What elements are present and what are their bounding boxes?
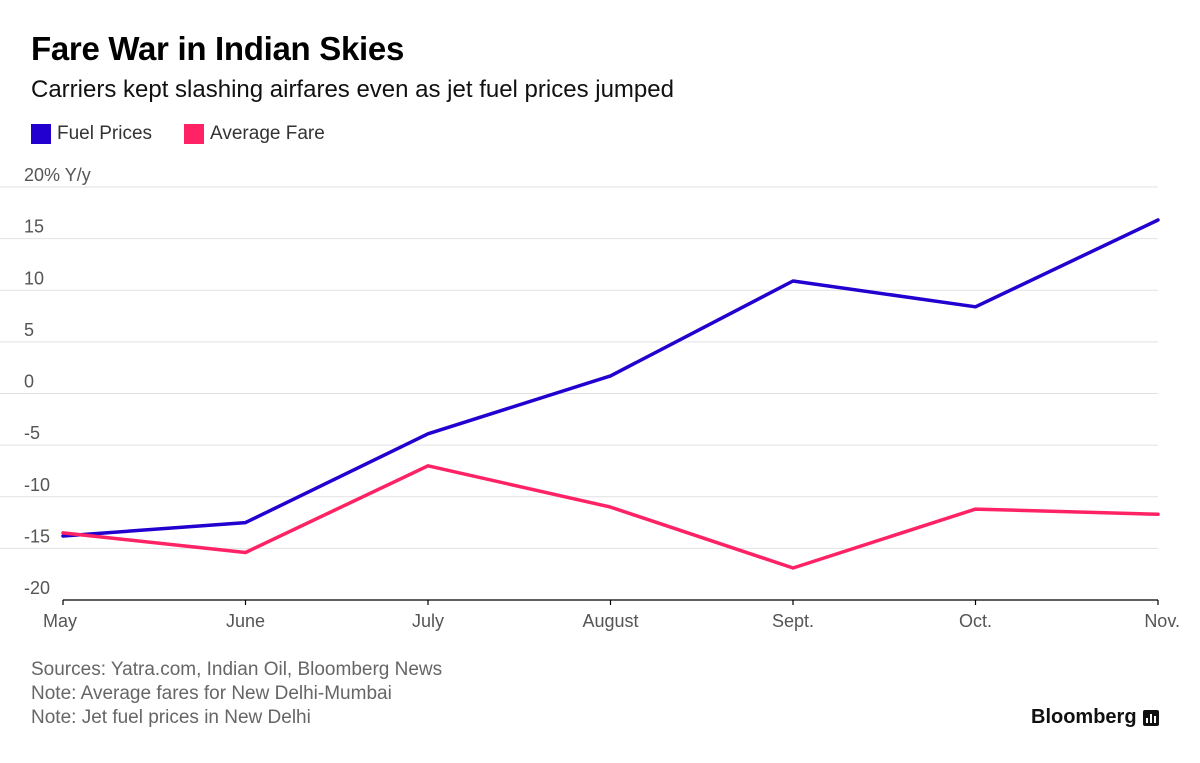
- legend-swatch-fuel: [31, 124, 51, 144]
- x-tick-label: Sept.: [772, 611, 814, 631]
- brand-name: Bloomberg: [1031, 706, 1137, 728]
- chart-subtitle: Carriers kept slashing airfares even as …: [31, 76, 674, 103]
- fuel-note: Note: Jet fuel prices in New Delhi: [31, 707, 311, 728]
- average-fare-line: [61, 464, 1160, 570]
- y-tick-label: 20% Y/y: [24, 165, 91, 185]
- fuel-prices-line: [61, 218, 1160, 538]
- chart-title: Fare War in Indian Skies: [31, 30, 405, 67]
- source-notes: Sources: Yatra.com, Indian Oil, Bloomber…: [31, 658, 442, 730]
- legend-label-fuel: Fuel Prices: [57, 123, 153, 144]
- legend-label-fare: Average Fare: [210, 123, 325, 144]
- y-tick-label: 5: [24, 320, 34, 340]
- x-tick-label: August: [582, 611, 638, 631]
- y-tick-label: -15: [24, 526, 50, 546]
- legend-swatch-fare: [184, 124, 205, 144]
- x-tick-label: May: [43, 611, 77, 631]
- y-tick-label: 10: [24, 268, 44, 288]
- y-tick-label: -10: [24, 475, 50, 495]
- y-tick-label: -20: [24, 578, 50, 598]
- x-tick-label: June: [226, 611, 265, 631]
- y-tick-label: -5: [24, 423, 40, 443]
- source-note: Sources: Yatra.com, Indian Oil, Bloomber…: [31, 659, 443, 680]
- x-tick-label: Nov.: [1144, 611, 1180, 631]
- brand-logo: Bloomberg: [1031, 706, 1159, 729]
- legend-item-fare: Average Fare: [184, 123, 325, 145]
- y-tick-label: 15: [24, 217, 44, 237]
- terminal-icon: [1142, 709, 1159, 726]
- legend: Fuel Prices Average Fare: [31, 123, 357, 145]
- x-tick-label: July: [412, 611, 444, 631]
- legend-item-fuel: Fuel Prices: [31, 123, 152, 145]
- fare-note: Note: Average fares for New Delhi-Mumbai: [31, 683, 392, 704]
- y-tick-label: 0: [24, 372, 34, 392]
- x-tick-label: Oct.: [959, 611, 992, 631]
